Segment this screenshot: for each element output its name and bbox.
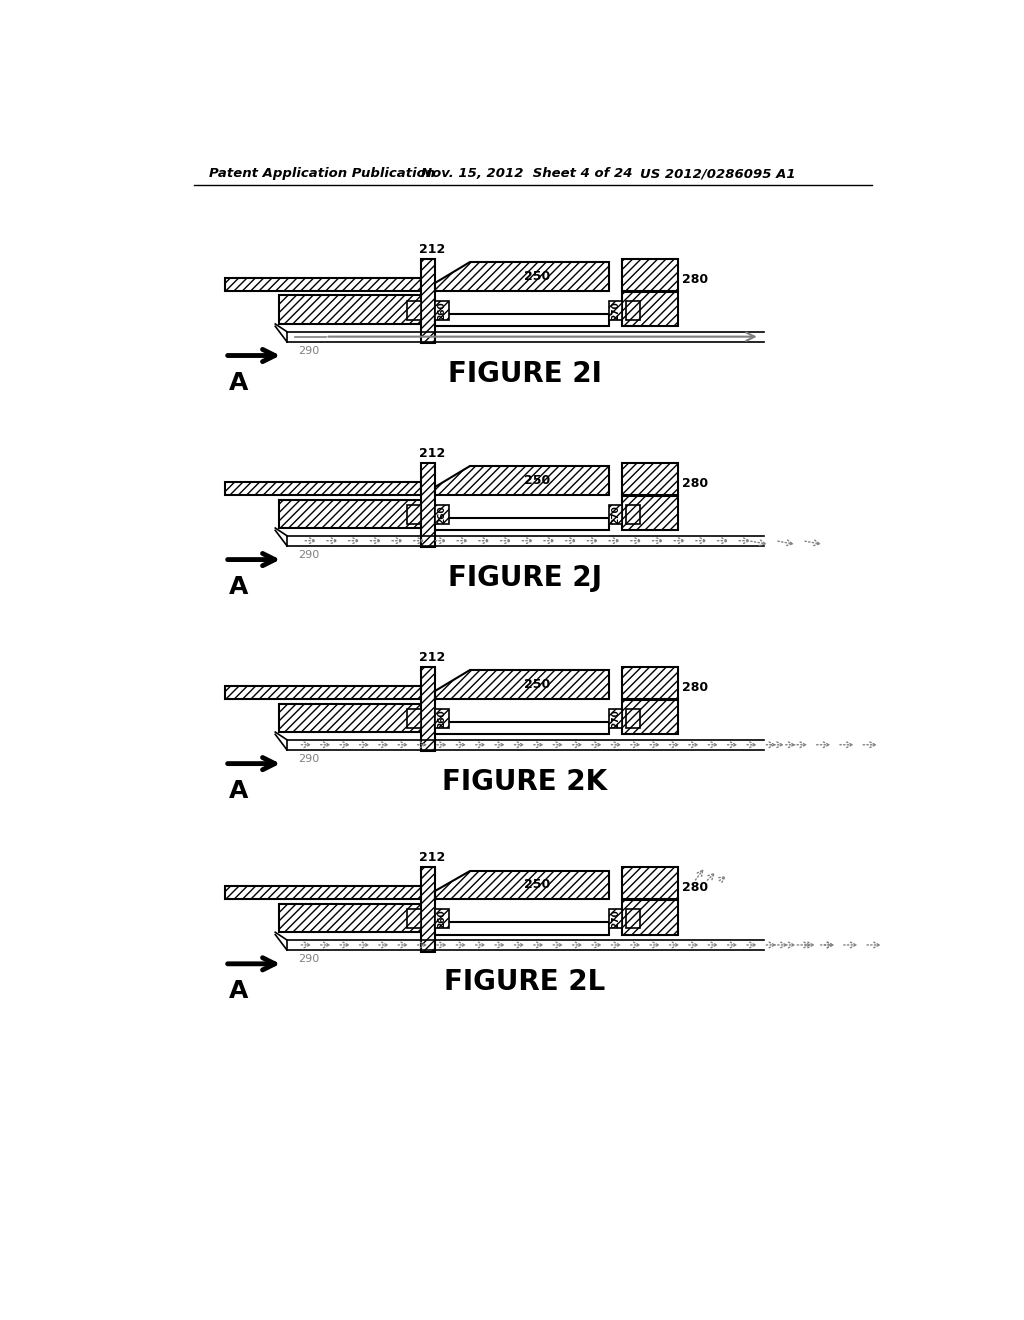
Text: 280: 280	[682, 477, 709, 490]
Bar	[421, 867, 435, 952]
Polygon shape	[435, 671, 608, 700]
Text: 212: 212	[419, 243, 444, 256]
Text: A: A	[228, 779, 248, 803]
Bar	[225, 277, 421, 290]
Text: 250: 250	[524, 474, 550, 487]
Text: FIGURE 2J: FIGURE 2J	[447, 564, 602, 593]
Text: Patent Application Publication: Patent Application Publication	[209, 168, 435, 181]
Text: 212: 212	[419, 851, 444, 865]
Bar	[280, 499, 421, 528]
Text: 280: 280	[682, 681, 709, 694]
Text: 270: 270	[611, 909, 620, 928]
Text: 250: 250	[524, 271, 550, 282]
Bar	[435, 517, 608, 531]
Bar	[435, 314, 608, 326]
Bar	[623, 900, 678, 935]
Text: A: A	[228, 979, 248, 1003]
Bar	[627, 909, 640, 928]
Bar	[435, 506, 449, 524]
Bar	[407, 506, 421, 524]
Bar	[421, 462, 435, 548]
Text: Nov. 15, 2012  Sheet 4 of 24: Nov. 15, 2012 Sheet 4 of 24	[421, 168, 633, 181]
Bar	[280, 904, 421, 932]
Text: 270: 270	[611, 709, 620, 727]
Polygon shape	[435, 871, 608, 899]
Bar	[435, 709, 449, 729]
Bar	[608, 506, 623, 524]
Text: 212: 212	[419, 651, 444, 664]
Text: FIGURE 2I: FIGURE 2I	[447, 360, 602, 388]
Bar	[627, 301, 640, 321]
Text: A: A	[228, 576, 248, 599]
Bar	[435, 722, 608, 734]
Text: 280: 280	[682, 880, 709, 894]
Polygon shape	[435, 466, 608, 495]
Bar	[421, 259, 435, 343]
Text: 270: 270	[611, 506, 620, 524]
Text: A: A	[228, 371, 248, 395]
Text: 260: 260	[437, 506, 446, 524]
Bar	[280, 704, 421, 733]
Text: US 2012/0286095 A1: US 2012/0286095 A1	[640, 168, 795, 181]
Bar	[435, 923, 608, 935]
Text: 280: 280	[682, 273, 709, 286]
Text: 290: 290	[299, 754, 319, 763]
Bar	[435, 517, 608, 531]
Text: 290: 290	[299, 549, 319, 560]
Bar	[627, 709, 640, 729]
Bar	[435, 314, 608, 326]
Bar	[435, 301, 449, 321]
Bar	[623, 259, 678, 290]
Polygon shape	[435, 263, 608, 290]
Bar	[608, 909, 623, 928]
Bar	[623, 667, 678, 700]
Bar	[623, 496, 678, 531]
Bar	[421, 667, 435, 751]
Text: 260: 260	[437, 909, 446, 928]
Text: 260: 260	[437, 709, 446, 727]
Bar	[225, 686, 421, 700]
Bar	[435, 722, 608, 734]
Bar	[623, 867, 678, 899]
Bar	[608, 301, 623, 321]
Text: 290: 290	[299, 954, 319, 964]
Text: FIGURE 2K: FIGURE 2K	[442, 768, 607, 796]
Bar	[225, 482, 421, 495]
Text: 212: 212	[419, 447, 444, 461]
Bar	[280, 296, 421, 323]
Bar	[608, 709, 623, 729]
Bar	[623, 292, 678, 326]
Bar	[407, 709, 421, 729]
Bar	[407, 301, 421, 321]
Text: 260: 260	[437, 301, 446, 319]
Text: 290: 290	[299, 346, 319, 355]
Bar	[435, 923, 608, 935]
Bar	[225, 886, 421, 899]
Bar	[627, 506, 640, 524]
Text: 250: 250	[524, 878, 550, 891]
Bar	[623, 462, 678, 495]
Bar	[435, 909, 449, 928]
Text: 270: 270	[611, 301, 620, 319]
Bar	[623, 700, 678, 734]
Text: FIGURE 2L: FIGURE 2L	[444, 969, 605, 997]
Text: 250: 250	[524, 678, 550, 692]
Bar	[407, 909, 421, 928]
